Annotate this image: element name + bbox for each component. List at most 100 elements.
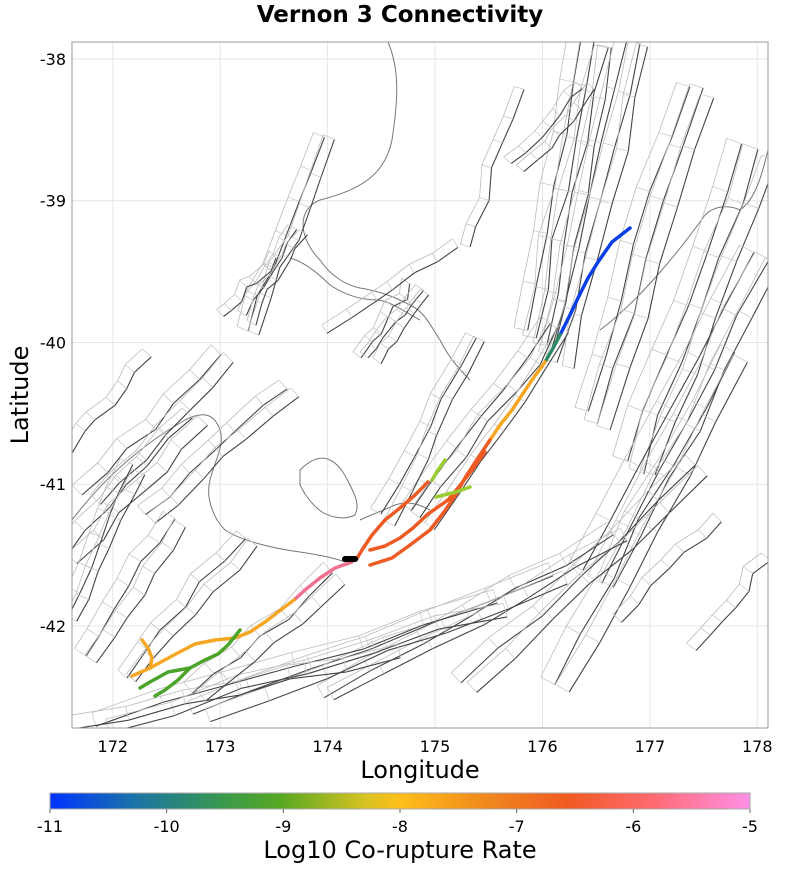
fault-surface [72, 643, 398, 716]
fault-surface-edge [627, 404, 643, 412]
fault-surface-edge [108, 513, 122, 521]
fault-surface-edge [299, 203, 311, 209]
fault-surface-edge [105, 486, 119, 494]
fault-surface-edge [162, 393, 174, 405]
fault-surface-edge [722, 307, 737, 316]
fault-surface-edge [415, 284, 424, 291]
fault-surface-edge [230, 561, 241, 571]
fault-surface-edge [182, 408, 193, 418]
fault-surface-edge [419, 421, 431, 428]
fault-surface-edge [603, 142, 616, 147]
fault-surface-edge [595, 513, 611, 522]
fault-surface-edge [624, 510, 639, 519]
fault-surface-edge [388, 335, 397, 343]
fault-surface-edge [599, 579, 614, 588]
fault-surface-edge [176, 599, 186, 608]
plot-frame [71, 41, 769, 729]
fault-surface-edge [115, 609, 128, 619]
fault-trace [258, 139, 335, 336]
fault-surface-edge [420, 288, 429, 296]
fault-surface-edge [309, 172, 322, 178]
fault-surface-edge [290, 387, 300, 397]
fault-surface-edge [479, 197, 490, 201]
fault-surface-edge [493, 383, 504, 391]
rupture-north-green [543, 333, 562, 364]
fault-surface-edge [300, 165, 312, 172]
fault-surface [72, 407, 183, 526]
fault-surface-edge [364, 636, 371, 650]
fault-surface-edge [591, 353, 606, 359]
fault-surface-edge [373, 327, 382, 334]
fault-surface-edge [580, 143, 595, 147]
fault-surface-edge [477, 612, 485, 625]
fault-surface-edge [72, 558, 78, 564]
fault-surface-edge [236, 530, 246, 539]
fault-trace [549, 42, 627, 355]
fault-surface-edge [726, 600, 737, 608]
fault-surface-edge [268, 262, 280, 268]
fault-trace [255, 234, 309, 326]
fault-surface-edge [666, 356, 682, 364]
fault-surface-edge [574, 191, 589, 196]
fault-surface-edge [530, 152, 539, 160]
x-tick-label: 174 [312, 737, 343, 756]
fault-surface-edge [413, 297, 423, 304]
fault-surface-edge [220, 670, 230, 682]
fault-surface-edge [600, 570, 615, 579]
coastline-cook-strait-north [359, 502, 431, 521]
fault-surface-edge [737, 310, 753, 319]
fault-surface-edge [157, 688, 163, 703]
fault-surface-edge [503, 156, 512, 164]
fault-surface [460, 86, 515, 245]
rupture-lime-link [434, 485, 472, 499]
fault-surface-edge [197, 415, 208, 426]
x-tick-label: 176 [527, 737, 558, 756]
fault-surface-edge [170, 495, 179, 506]
fault-trace [326, 246, 459, 334]
fault-surface-edge [293, 612, 304, 625]
fault-surface-edge [515, 164, 524, 172]
fault-surface-edge [204, 708, 211, 722]
fault-surface-edge [264, 687, 271, 701]
map-layer [72, 42, 768, 728]
fault-surface-edge [594, 44, 609, 49]
fault-surface [247, 134, 324, 331]
fault-surface-edge [380, 342, 389, 350]
fault-surface-edge [387, 315, 396, 323]
fault-surface-edge [247, 538, 258, 547]
fault-surface-edge [573, 249, 586, 254]
fault-surface-edge [566, 114, 575, 122]
fault-surface-edge [584, 419, 598, 425]
fault-surface-edge [720, 344, 735, 353]
fault-surface-edge [612, 613, 622, 623]
fault-surface-edge [562, 90, 571, 98]
fault-surface-edge [619, 240, 634, 245]
x-tick-label: 173 [205, 737, 236, 756]
fault-surface-edge [367, 342, 377, 350]
fault-surface-edge [742, 566, 753, 575]
fault-surface-edge [660, 415, 676, 423]
fault-surface-edge [538, 235, 553, 239]
fault-surface-edge [417, 453, 429, 460]
fault-surface-edge [452, 238, 459, 248]
coastline-north-island-west [302, 42, 471, 381]
fault-surface-edge [102, 629, 115, 638]
fault-trace [76, 474, 146, 622]
fault-surface-edge [196, 690, 206, 702]
fault-surface-edge [466, 682, 477, 693]
fault-surface-edge [258, 284, 268, 290]
fault-surface-edge [681, 144, 695, 150]
fault-surface-edge [281, 253, 291, 260]
fault-surface-edge [430, 393, 442, 400]
fault-surface-edge [74, 520, 86, 531]
fault-surface-edge [639, 469, 656, 476]
fault-surface-edge [441, 619, 447, 634]
fault-surface [686, 552, 762, 644]
fault-surface-edge [623, 93, 635, 98]
fault-surface-edge [405, 307, 415, 314]
fault-surface [84, 519, 175, 656]
y-tick-label: -40 [40, 333, 66, 352]
fault-surface [117, 530, 237, 671]
fault-surface-edge [533, 230, 548, 234]
